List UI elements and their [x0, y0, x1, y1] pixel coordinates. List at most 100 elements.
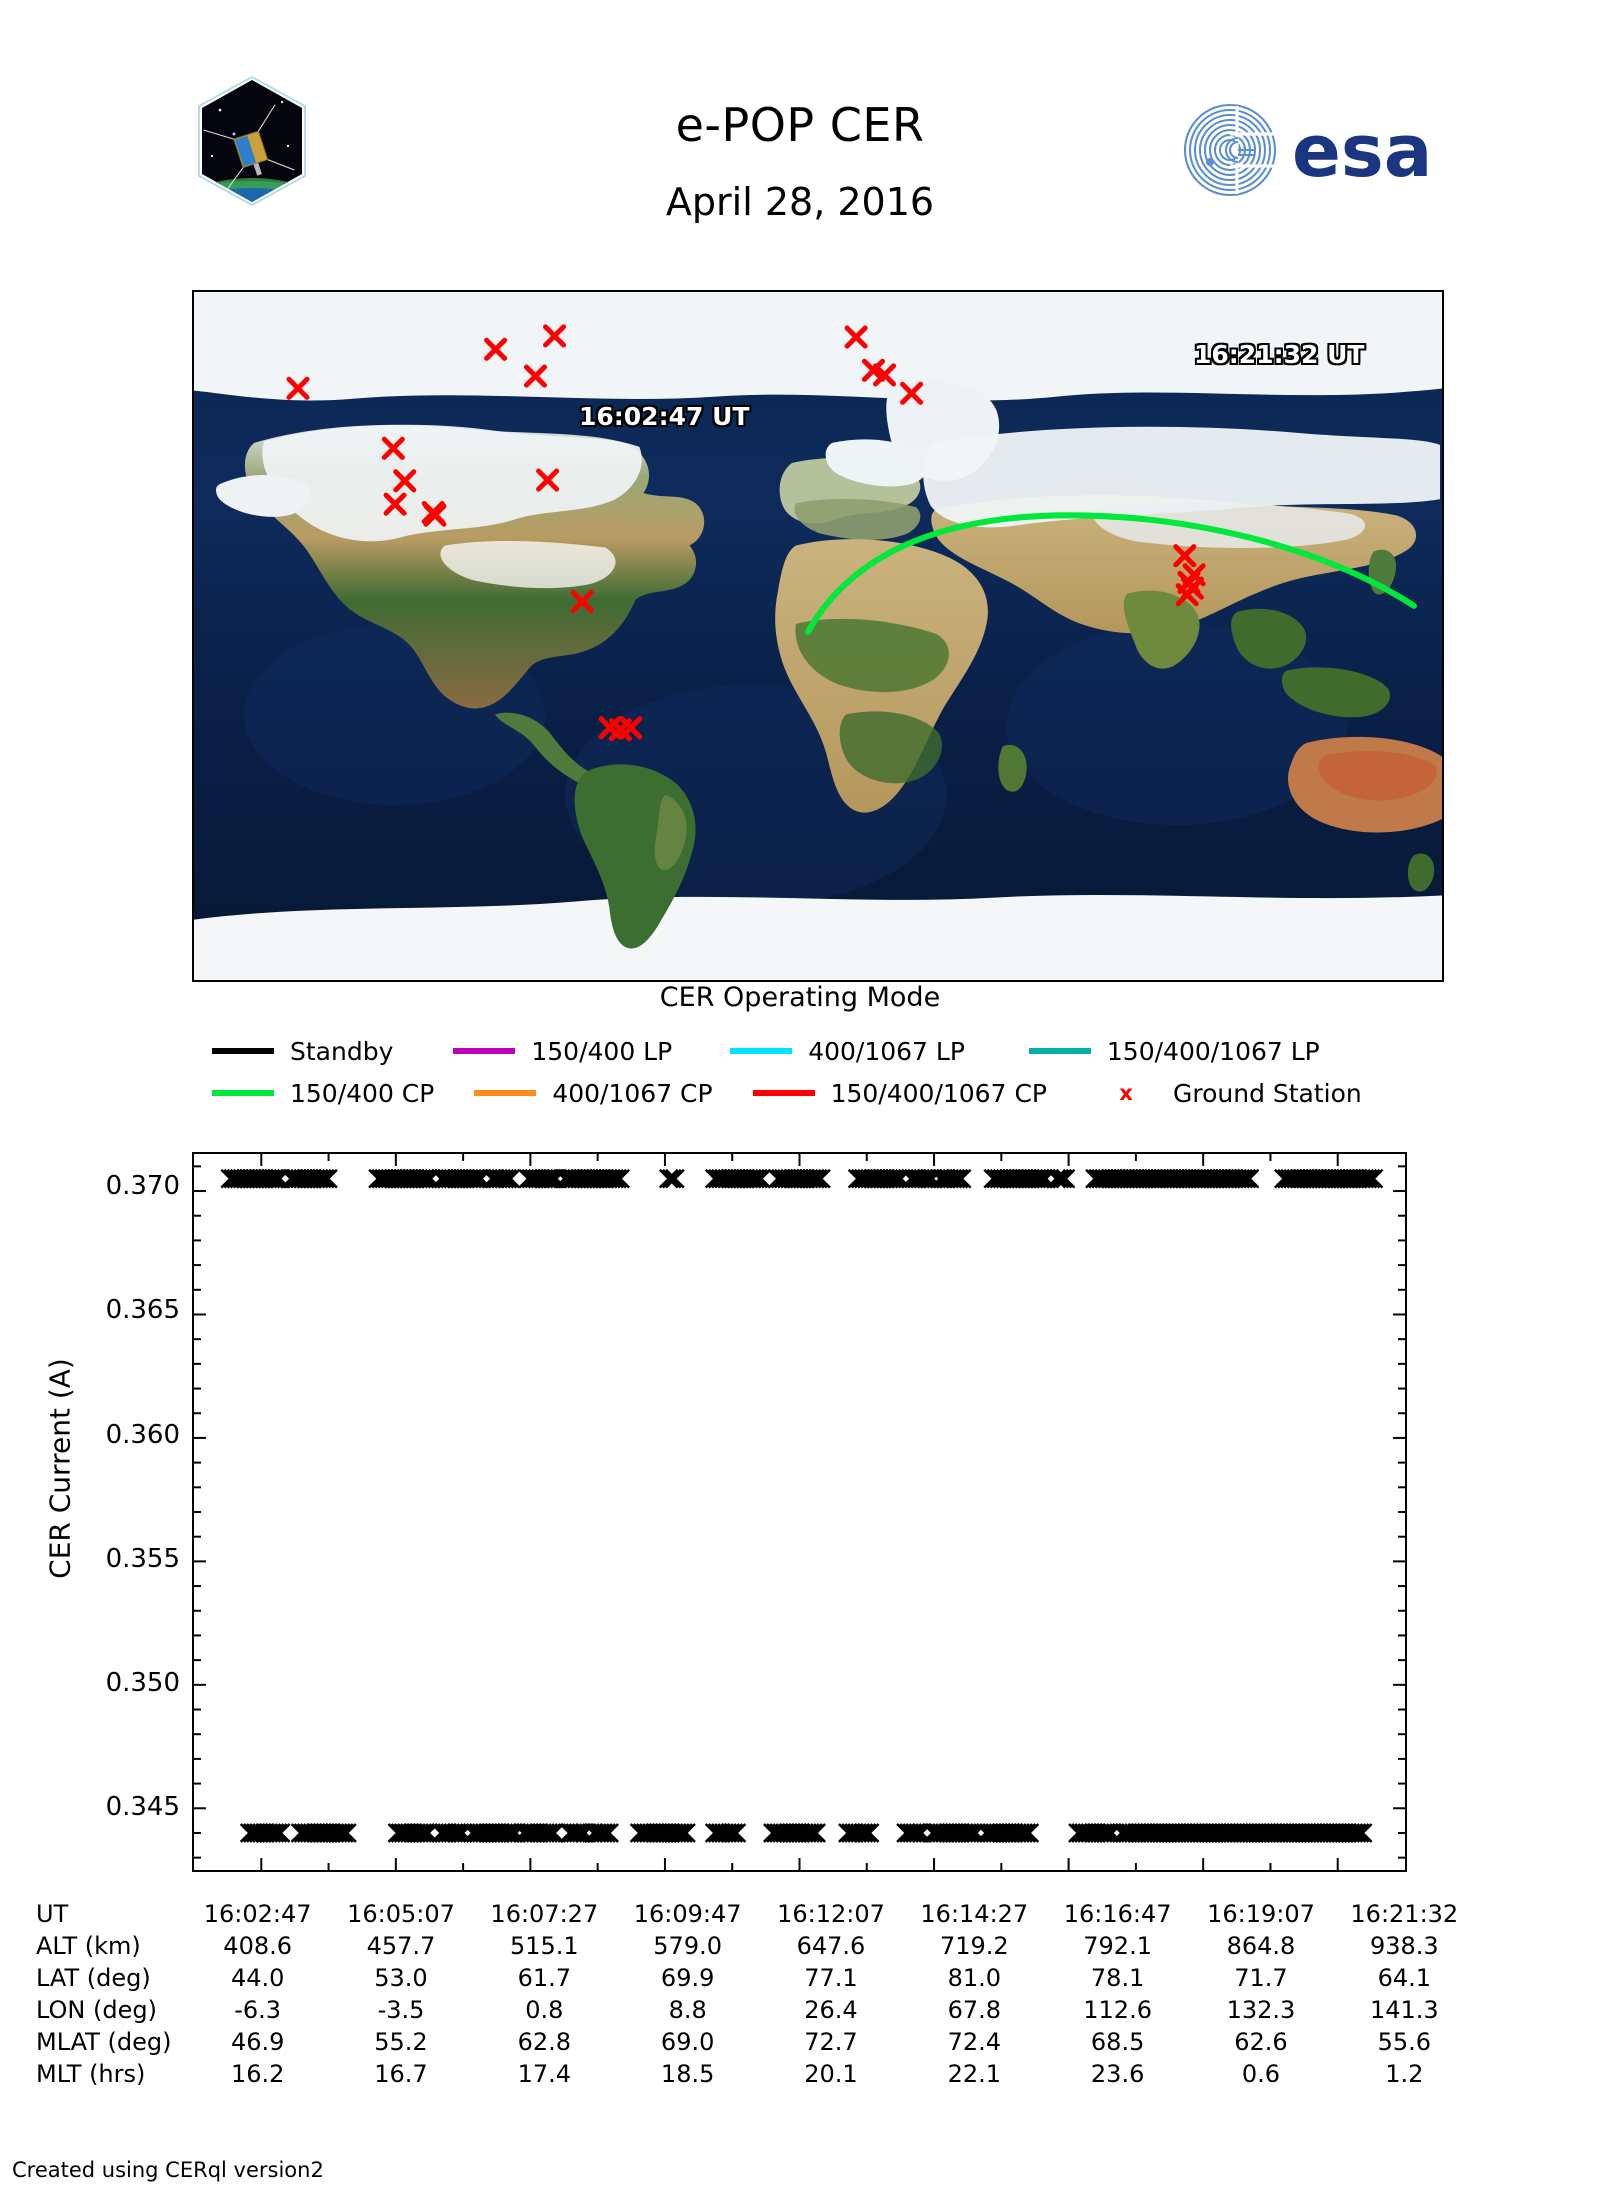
legend-item-400-1067-lp: 400/1067 LP: [730, 1037, 965, 1066]
ground-station-marker: [1182, 563, 1206, 587]
table-row: LAT (deg) 44.0 53.0 61.7 69.9 77.1 81.0 78.1 71.…: [36, 1962, 1476, 1994]
table-cell: 71.7: [1234, 1964, 1288, 1992]
world-map-panel[interactable]: 16:02:47 UT 16:21:32 UT: [192, 290, 1444, 982]
y-tick-label: 0.370: [105, 1171, 180, 1202]
esa-logo-svg: esa: [1183, 103, 1432, 197]
y-tick-label: 0.355: [105, 1543, 180, 1574]
page-title: e-POP CER: [675, 98, 925, 152]
legend-item-standby: Standby: [212, 1037, 393, 1066]
table-row: MLAT (deg) 46.9 55.2 62.8 69.0 72.7 72.4 68.5 62…: [36, 2026, 1476, 2058]
esa-wordmark: esa: [1292, 109, 1432, 193]
x-axis-ticks: [260, 1154, 1339, 1870]
table-cell: 864.8: [1226, 1932, 1296, 1960]
legend-item-ground-station: x Ground Station: [1095, 1079, 1362, 1108]
legend-color-swatch: [453, 1048, 516, 1054]
table-cell: 579.0: [653, 1932, 722, 1960]
new-zealand: [1407, 853, 1435, 892]
ground-station-marker: [423, 503, 447, 527]
legend: Standby 150/400 LP 400/1067 LP 150/400/1067…: [192, 1030, 1440, 1114]
table-cell: 77.1: [804, 1964, 858, 1992]
table-cell: 141.3: [1369, 1996, 1439, 2024]
table-cell: 16.2: [230, 2060, 285, 2088]
table-row-label: MLT (hrs): [36, 2060, 146, 2088]
table-row-label: MLAT (deg): [36, 2028, 172, 2056]
table-cell: 22.1: [947, 2060, 1002, 2088]
table-cell: 515.1: [509, 1932, 579, 1960]
table-cell: 26.4: [804, 1996, 858, 2024]
table-row-label: ALT (km): [36, 1932, 141, 1960]
table-cell: 69.9: [660, 1964, 715, 1992]
ground-station-marker: [383, 492, 407, 516]
cassiope-mission-patch: [196, 75, 308, 207]
scandinavia: [825, 439, 929, 487]
ground-station-marker: [861, 358, 886, 382]
ephemeris-table: UT 16:02:47 16:05:07 16:07:27 16:09:47 16:12:…: [36, 1898, 1476, 2090]
table-cell: 16.7: [374, 2060, 428, 2088]
ground-station-marker: [484, 337, 508, 361]
legend-item-400-1067-cp: 400/1067 CP: [474, 1078, 713, 1108]
ground-station-marker: [523, 364, 548, 388]
table-cell: 69.0: [660, 2028, 715, 2056]
esa-logo: esa: [1180, 100, 1470, 200]
table-row-label: UT: [36, 1900, 69, 1928]
y-axis-tick-labels: 0.345 0.350 0.355 0.360 0.365 0.370: [10, 0, 180, 2200]
table-cell: 18.5: [660, 2060, 715, 2088]
ground-station-marker: [393, 469, 417, 493]
table-cell: 81.0: [947, 1964, 1002, 1992]
legend-row-1: Standby 150/400 LP 400/1067 LP 150/400/1067…: [192, 1030, 1440, 1072]
table-cell: 16:02:47: [203, 1900, 312, 1928]
marker-series: [239, 1823, 1373, 1843]
table-cell: 62.8: [517, 2028, 572, 2056]
legend-row-2: 150/400 CP 400/1067 CP 150/400/1067 CP x Gro…: [192, 1072, 1440, 1114]
southeast-asia: [1231, 608, 1307, 669]
ground-station-marker: [873, 363, 897, 387]
table-row: UT 16:02:47 16:05:07 16:07:27 16:09:47 16:12:…: [36, 1898, 1476, 1930]
table-cell: 1.2: [1385, 2060, 1424, 2088]
table-cell: 16:21:32: [1350, 1900, 1459, 1928]
legend-item-150-400-1067-lp: 150/400/1067 LP: [1028, 1037, 1320, 1066]
legend-item-label: 150/400 LP: [531, 1036, 673, 1066]
table-cell: 46.9: [230, 2028, 285, 2056]
table-cell: 719.2: [939, 1932, 1009, 1960]
legend-item-label: 400/1067 CP: [552, 1078, 713, 1108]
madagascar: [998, 744, 1027, 792]
table-cell: 17.4: [517, 2060, 572, 2088]
table-cell: 78.1: [1090, 1964, 1145, 1992]
ground-station-marker: [381, 436, 405, 460]
legend-title: CER Operating Mode: [659, 982, 941, 1013]
table-cell: 112.6: [1083, 1996, 1152, 2024]
ground-station-markers: [286, 324, 1206, 742]
table-row: ALT (km) 408.6 457.7 515.1 579.0 647.6 719.2 79…: [36, 1930, 1476, 1962]
ground-station-marker: [1173, 544, 1197, 568]
table-cell: 938.3: [1369, 1932, 1439, 1960]
page-date: April 28, 2016: [665, 180, 935, 224]
table-cell: 408.6: [223, 1932, 293, 1960]
ground-station-marker: [900, 381, 924, 405]
footer-credit: Created using CERql version2: [12, 2158, 324, 2182]
cer-current-plot[interactable]: [192, 1152, 1407, 1872]
table-cell: 68.5: [1090, 2028, 1145, 2056]
table-cell: 647.6: [796, 1932, 866, 1960]
table-cell: 16:14:27: [920, 1900, 1029, 1928]
table-cell: 16:12:07: [777, 1900, 885, 1928]
legend-color-swatch: [212, 1090, 274, 1096]
marker-series: [220, 1168, 1384, 1189]
y-axis-label: CER Current (A): [43, 1358, 77, 1579]
table-row-label: LON (deg): [36, 1996, 157, 2024]
legend-color-swatch: [474, 1090, 537, 1096]
legend-color-swatch: [1028, 1048, 1091, 1054]
table-cell: 8.8: [668, 1996, 707, 2024]
legend-item-150-400-lp: 150/400 LP: [453, 1037, 672, 1066]
table-cell: 67.8: [947, 1996, 1002, 2024]
satellite-ground-track: [804, 512, 1417, 635]
y-tick-label: 0.350: [105, 1667, 180, 1698]
siberia-snow: [923, 426, 1440, 528]
table-cell: 72.7: [804, 2028, 858, 2056]
ground-station-marker: [570, 590, 594, 614]
table-cell: 20.1: [804, 2060, 858, 2088]
central-america: [494, 712, 595, 786]
table-cell: 16:09:47: [633, 1900, 742, 1928]
table-cell: 23.6: [1090, 2060, 1145, 2088]
table-cell: -3.5: [377, 1996, 425, 2024]
legend-item-label: Standby: [290, 1036, 394, 1066]
